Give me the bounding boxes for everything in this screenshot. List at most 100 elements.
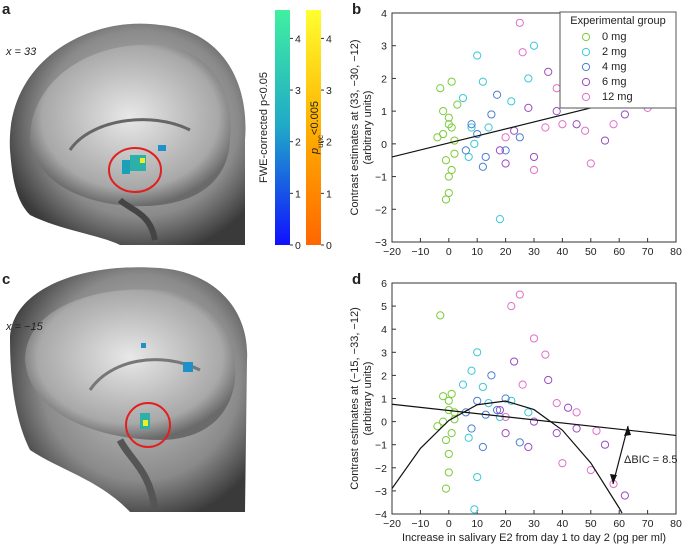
legend-label: 0 mg <box>602 31 626 43</box>
point <box>620 110 629 119</box>
point <box>507 97 516 106</box>
point <box>515 290 524 299</box>
label-subscript: unc <box>316 135 325 148</box>
point <box>586 159 595 168</box>
x-tick-label: −10 <box>411 246 429 258</box>
point <box>558 459 567 468</box>
y-tick-label: 1 <box>381 394 387 406</box>
legend-marker <box>581 77 591 87</box>
label-symbol: p <box>309 148 321 155</box>
point <box>558 120 567 129</box>
point <box>581 126 590 135</box>
arrow-head <box>624 426 631 436</box>
point <box>620 491 629 500</box>
colorbar-tick-label: 1 <box>326 188 332 200</box>
x-tick-label: 40 <box>557 518 569 530</box>
y-tick-label: −2 <box>375 463 387 475</box>
point <box>458 380 468 389</box>
y-tick-label: −1 <box>375 440 387 452</box>
point <box>447 165 456 175</box>
point <box>484 123 493 132</box>
x-tick-label: 10 <box>471 518 483 530</box>
point <box>478 77 487 86</box>
point <box>541 123 550 132</box>
point <box>481 152 490 162</box>
x-tick-label: 20 <box>500 246 512 258</box>
x-tick-label: 40 <box>557 246 569 258</box>
legend-label: 4 mg <box>602 61 626 73</box>
point <box>441 156 451 165</box>
legend-label: 12 mg <box>602 91 633 103</box>
x-tick-label: 80 <box>670 518 682 530</box>
point <box>501 159 510 168</box>
point <box>470 505 479 514</box>
point <box>495 405 505 415</box>
point <box>600 440 610 449</box>
x-tick-label: 60 <box>613 246 625 258</box>
point <box>473 396 482 405</box>
x-tick-label: 0 <box>446 246 452 258</box>
legend-label: 6 mg <box>602 76 626 88</box>
point <box>529 152 539 162</box>
arrow-head <box>610 474 617 484</box>
point <box>487 110 496 119</box>
point <box>439 107 448 116</box>
point <box>515 133 524 142</box>
panel-label: b <box>352 1 361 18</box>
y-tick-label: 3 <box>381 347 387 359</box>
point <box>467 120 476 129</box>
point <box>501 146 510 155</box>
legend-marker <box>581 47 591 57</box>
y-axis-label: Contrast estimates at (−15, −33, −12) <box>349 307 361 490</box>
y-tick-label: 0 <box>381 139 387 151</box>
point <box>592 426 601 435</box>
point <box>441 195 451 204</box>
slice-label: x = −15 <box>5 321 44 333</box>
x-tick-label: 20 <box>500 518 512 530</box>
y-tick-label: 0 <box>381 417 387 429</box>
legend-marker <box>581 62 591 72</box>
point <box>447 77 456 86</box>
slice-label: x = 33 <box>5 46 37 58</box>
point <box>441 484 451 493</box>
point <box>464 433 473 442</box>
plot-frame <box>391 282 677 515</box>
brain-image-c <box>10 267 248 512</box>
point <box>433 422 442 431</box>
y-tick-label: 3 <box>381 41 387 53</box>
x-tick-label: 50 <box>585 246 597 258</box>
point <box>552 399 561 408</box>
point <box>572 120 581 129</box>
point <box>473 472 482 482</box>
point <box>467 366 476 375</box>
point <box>552 107 561 116</box>
point <box>444 396 453 405</box>
point <box>444 449 453 459</box>
x-tick-label: 30 <box>528 246 540 258</box>
y-tick-label: 1 <box>381 106 387 118</box>
point <box>450 408 459 417</box>
x-tick-label: 0 <box>446 518 452 530</box>
y-tick-label: 2 <box>381 73 387 85</box>
point <box>529 334 539 343</box>
colorbar-tick-label: 0 <box>295 240 301 252</box>
point <box>501 394 510 403</box>
point <box>473 348 482 357</box>
x-tick-label: 60 <box>613 518 625 530</box>
colorbar-label: FWE-corrected p<0.05 <box>258 72 270 183</box>
point <box>563 403 573 412</box>
point <box>524 103 533 112</box>
point <box>541 350 550 359</box>
legend-marker <box>581 32 591 42</box>
point <box>501 133 510 142</box>
x-tick-label: 30 <box>528 518 540 530</box>
y-tick-label: −2 <box>375 204 387 216</box>
legend-marker <box>581 92 591 102</box>
panel-label: d <box>352 271 361 288</box>
colorbar-tick-label: 0 <box>326 240 332 252</box>
x-tick-label: −20 <box>383 246 401 258</box>
colorbar-tick-label: 3 <box>295 85 301 97</box>
x-tick-label: −20 <box>383 518 401 530</box>
point <box>529 165 539 175</box>
point <box>450 149 459 158</box>
